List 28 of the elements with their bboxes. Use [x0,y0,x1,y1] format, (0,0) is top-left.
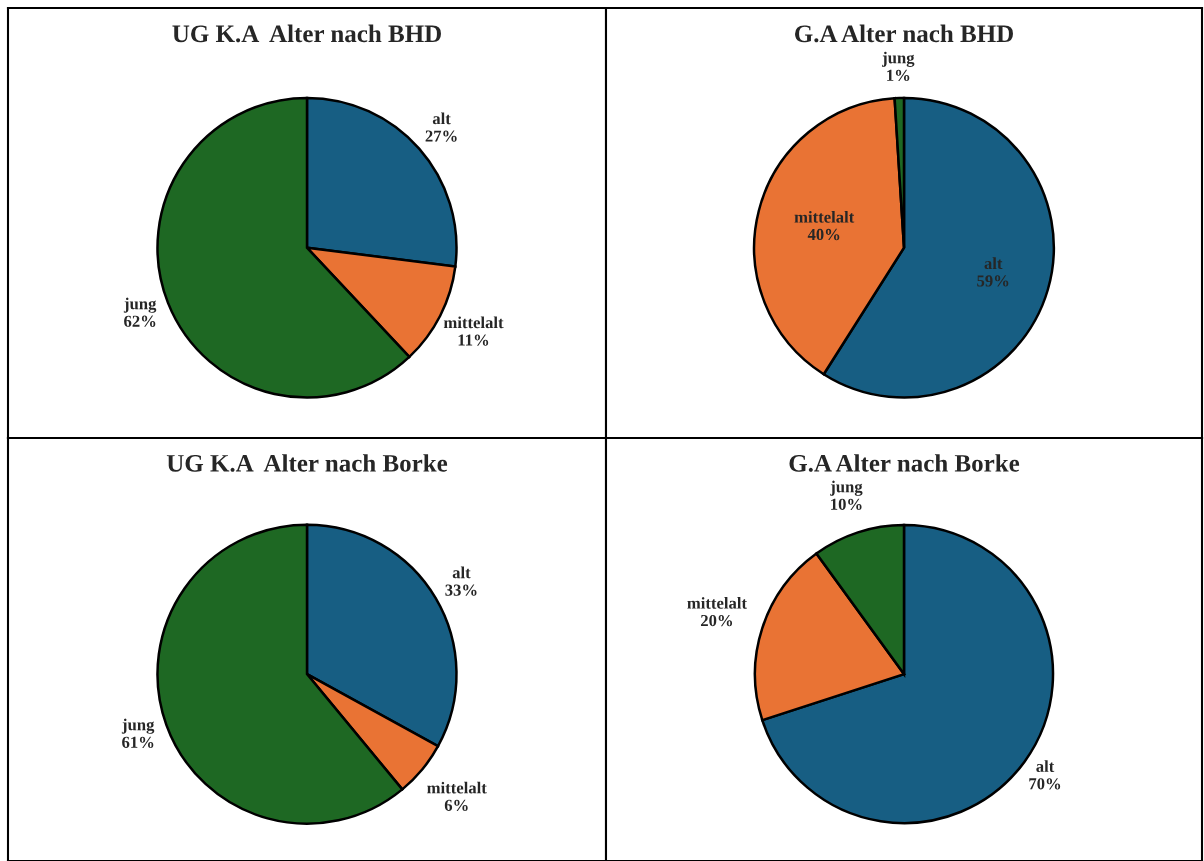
chart-title: UG K.A Alter nach BHD [172,24,441,43]
chart-title: G.A Alter nach Borke [789,454,1020,472]
data-label: 10% [831,498,862,510]
data-label: 61% [122,736,154,748]
slice-label: jung [123,297,157,313]
data-label: 70% [1029,778,1061,790]
slice-label: alt [432,112,451,125]
slice-label: jung [121,718,155,734]
chart-title: UG K.A Alter nach Borke [166,454,448,472]
data-label: 62% [124,315,156,327]
data-label: 59% [977,275,1009,287]
chart-title: G.A Alter nach BHD [795,24,1013,43]
slice-label: mittelalt [794,210,855,223]
slice-label: mittelalt [687,597,747,609]
data-label: 27% [425,130,457,142]
data-label: 40% [807,228,840,241]
data-label: 33% [445,584,477,596]
slice-label: jung [830,480,863,496]
data-label: 6% [444,799,468,811]
slice-label: mittelalt [443,316,504,329]
data-label: 20% [700,614,733,627]
slice-label: mittelalt [427,781,487,794]
data-label: 1% [887,69,910,82]
slice-label: alt [1036,760,1055,773]
data-label: 11% [458,334,489,346]
slice-label: jung [882,51,915,67]
slice-label: alt [452,566,471,579]
slice-label: alt [984,257,1003,270]
